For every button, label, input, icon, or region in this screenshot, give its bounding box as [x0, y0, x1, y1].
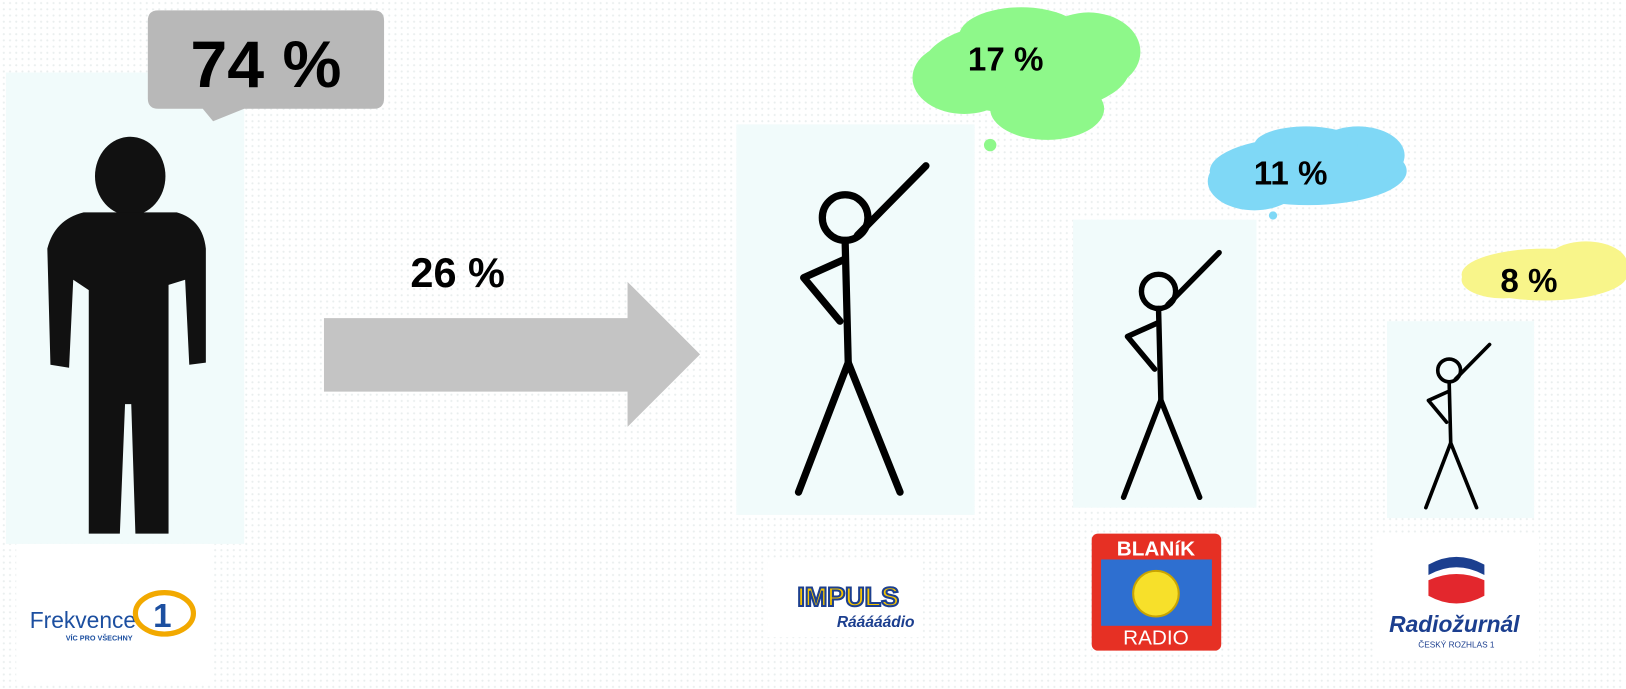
logo-wave — [1428, 556, 1485, 576]
figure-panel — [1073, 219, 1257, 508]
logo-name: Frekvence — [30, 607, 136, 633]
logo-top: BLANíK — [1117, 537, 1195, 560]
logo-slogan: Rááááádio — [837, 614, 915, 631]
logo-name: IMPULS — [797, 582, 899, 612]
logo-name: Radiožurnál — [1389, 611, 1520, 637]
logo-slogan: VÍC PRO VŠECHNY — [66, 633, 133, 642]
percent: 17 % — [968, 41, 1044, 78]
logo-bottom: RADIO — [1123, 626, 1189, 649]
switch-percent: 26 % — [410, 249, 504, 296]
main-percent: 74 % — [190, 28, 341, 102]
logo-ring — [132, 590, 197, 637]
logo-sun — [1132, 569, 1180, 618]
percent: 8 % — [1500, 263, 1557, 300]
speech-bubble — [147, 10, 385, 122]
figure-panel — [736, 124, 975, 515]
silhouette — [47, 136, 206, 534]
logo-owner: ČESKÝ ROZHLAS 1 — [1418, 640, 1495, 650]
cloud — [1207, 126, 1407, 220]
cloud — [912, 7, 1141, 152]
logo-box — [767, 559, 923, 638]
figure-panel — [1386, 321, 1535, 519]
logo-box — [16, 543, 214, 684]
logo-wave — [1428, 573, 1485, 604]
logo-number: 1 — [153, 598, 171, 635]
cloud — [1461, 241, 1626, 301]
percent: 11 % — [1254, 155, 1328, 192]
